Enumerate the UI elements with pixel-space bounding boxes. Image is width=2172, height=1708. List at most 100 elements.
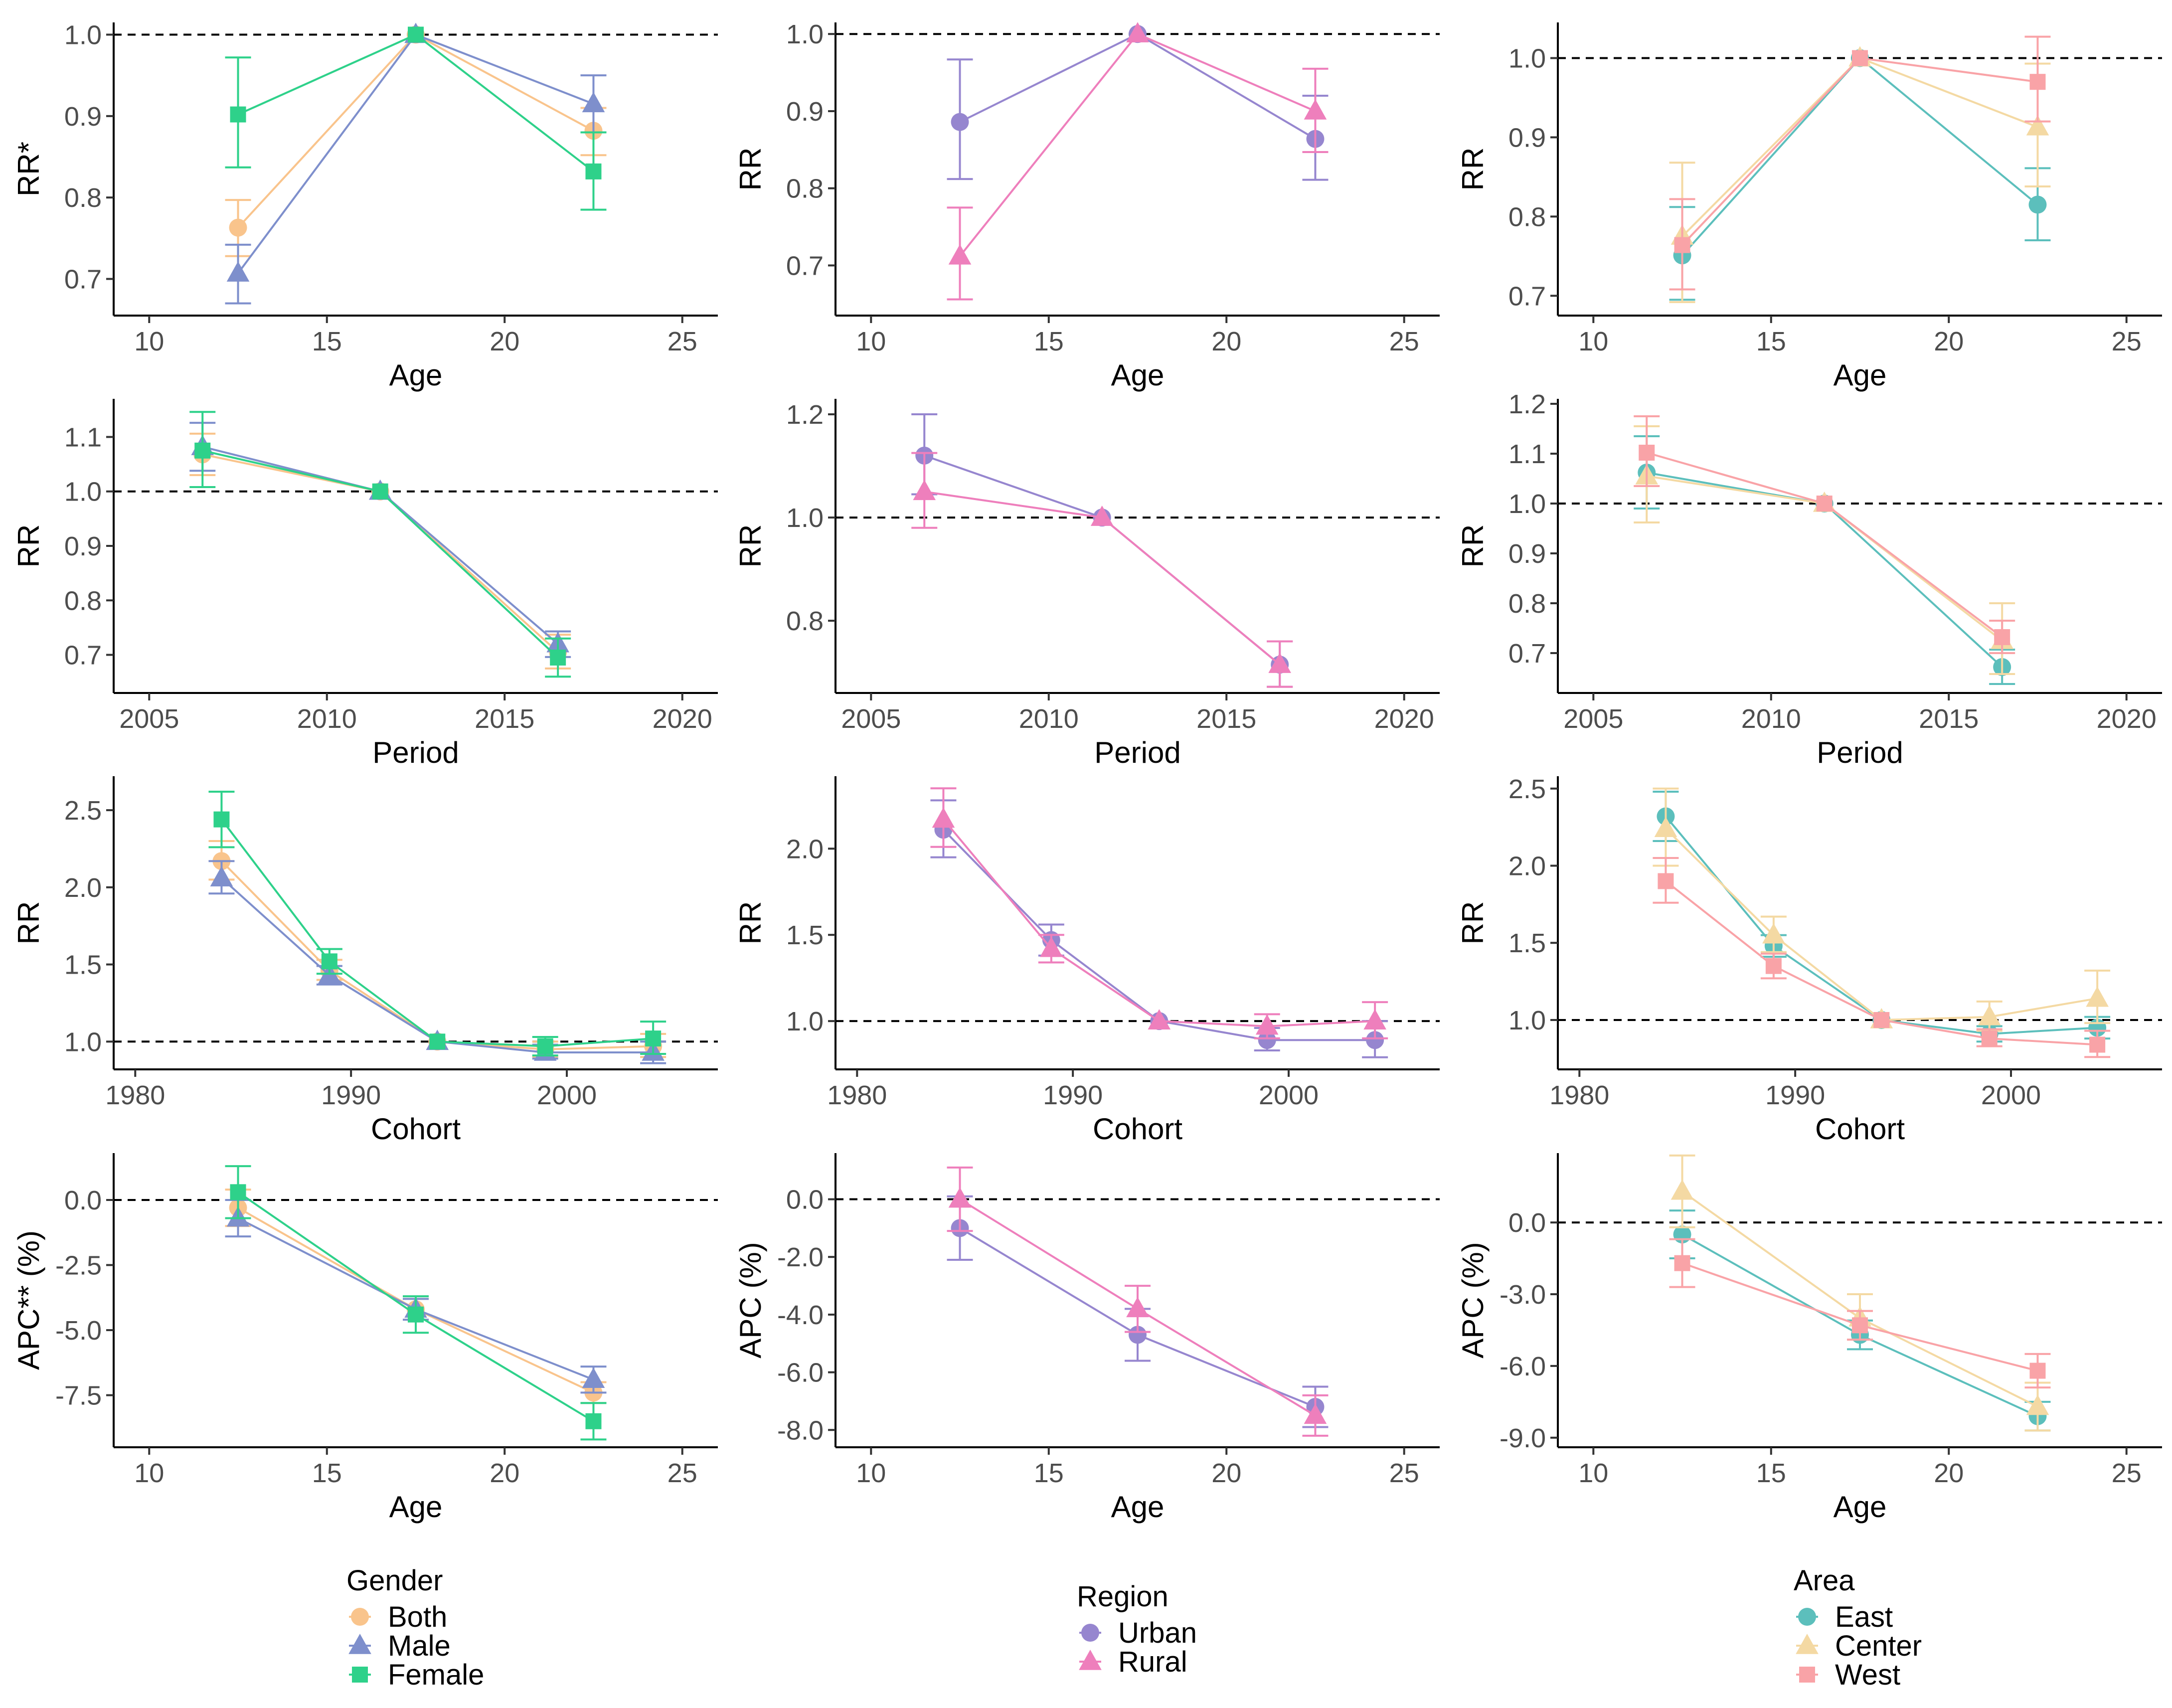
- panel-10-y-tick-label: -2.5: [55, 1251, 102, 1281]
- panel-9-center-point-1: [1654, 817, 1677, 838]
- panel-12-x-axis-label: Age: [1834, 1490, 1887, 1524]
- panel-9-x-tick-label: 1980: [1549, 1080, 1609, 1110]
- panel-6-y-tick-label: 1.0: [1508, 489, 1546, 519]
- panel-7-y-axis-label: RR: [12, 901, 45, 945]
- panel-4-male-line: [202, 446, 559, 645]
- panel-3-y-tick-label: 0.8: [1508, 202, 1546, 232]
- panel-7-female-point-3: [429, 1033, 446, 1050]
- panel-8-y-tick-label: 1.0: [786, 1007, 824, 1036]
- legend-key-female: [352, 1667, 368, 1683]
- legend-title: Region: [1077, 1580, 1169, 1613]
- panel-10-x-axis-label: Age: [389, 1490, 443, 1524]
- panel-10-x-tick-label: 15: [312, 1458, 342, 1488]
- panel-11-x-tick-label: 10: [856, 1458, 886, 1488]
- panel-9-west-point-2: [1765, 958, 1782, 974]
- panel-10-male-point-3: [582, 1367, 605, 1388]
- panel-4-x-tick-label: 2010: [297, 704, 357, 734]
- panel-3-x-tick-label: 20: [1934, 327, 1964, 356]
- panel-6-x-tick-label: 2005: [1563, 704, 1623, 734]
- panel-2-x-axis-label: Age: [1111, 358, 1165, 392]
- panel-12-west-point-3: [2029, 1363, 2046, 1379]
- panel-3-y-tick-label: 1.0: [1508, 44, 1546, 74]
- panel-11-rural-point-1: [948, 1187, 972, 1208]
- panel-3-center-line: [1681, 57, 2038, 237]
- panel-8-x-tick-label: 1980: [827, 1080, 887, 1110]
- panel-6: 2005 2010 2015 2020 0.7 0.8 0.9 1.0 1.1 1.2 Period…: [1456, 389, 2162, 769]
- legend-item-east: East: [1835, 1601, 1893, 1633]
- panel-1-male-point-1: [226, 261, 250, 282]
- panel-5-y-tick-label: 0.8: [786, 606, 824, 636]
- panel-4-y-tick-label: 0.9: [64, 531, 102, 561]
- panel-7-female-line: [220, 819, 654, 1047]
- legend-item-male: Male: [388, 1630, 451, 1662]
- panel-8: 1980 1990 2000 1.0 1.5 2.0 Cohort RR: [734, 776, 1440, 1146]
- panel-9-x-tick-label: 2000: [1981, 1080, 2041, 1110]
- panel-11-y-axis-label: APC (%): [734, 1242, 767, 1358]
- legend-key-center: [1796, 1634, 1819, 1654]
- panel-9-west-point-1: [1658, 873, 1674, 889]
- panel-7-y-tick-label: 2.0: [64, 873, 102, 903]
- panel-11-urban-point-2: [1129, 1326, 1147, 1344]
- panel-1-y-tick-label: 0.8: [64, 183, 102, 213]
- panel-4-female-point-1: [194, 442, 211, 459]
- panel-3-x-tick-label: 15: [1756, 327, 1786, 356]
- panel-7-female-point-1: [213, 811, 230, 828]
- panel-5-rural-point-1: [913, 480, 936, 501]
- panel-4-female-point-3: [550, 649, 566, 666]
- panel-8-urban-point-4: [1258, 1031, 1276, 1049]
- legend-item-rural: Rural: [1118, 1646, 1187, 1678]
- panel-6-y-tick-label: 0.9: [1508, 539, 1546, 569]
- panel-1-both-point-1: [229, 218, 247, 237]
- panel-8-urban-point-5: [1366, 1031, 1384, 1049]
- panel-11-x-axis-label: Age: [1111, 1490, 1165, 1524]
- panel-2-y-tick-label: 0.8: [786, 174, 824, 204]
- panel-1-female-point-2: [408, 26, 424, 43]
- legend-item-center: Center: [1835, 1630, 1922, 1662]
- panel-12-y-tick-label: -9.0: [1500, 1423, 1546, 1453]
- panel-6-y-tick-label: 1.2: [1508, 389, 1546, 419]
- panel-10-y-tick-label: -7.5: [55, 1381, 102, 1411]
- panel-8-rural-point-3: [1148, 1009, 1171, 1029]
- panel-6-west-point-3: [1994, 629, 2010, 645]
- legend-key-rural: [1079, 1650, 1102, 1670]
- panel-4: 2005 2010 2015 2020 0.7 0.8 0.9 1.0 1.1 Period RR: [12, 399, 718, 769]
- panel-12-y-tick-label: -6.0: [1500, 1352, 1546, 1381]
- panel-6-west-line: [1646, 452, 2003, 638]
- legend-title: Area: [1794, 1564, 1855, 1597]
- panel-12-y-axis-label: APC (%): [1456, 1242, 1490, 1358]
- panel-6-y-axis-label: RR: [1456, 524, 1490, 568]
- panel-7-male-point-1: [210, 866, 233, 887]
- panel-10-x-tick-label: 10: [134, 1458, 164, 1488]
- panel-10: 10 15 20 25 -7.5 -5.0 -2.5 0.0 Age APC** (%): [12, 1153, 718, 1524]
- panel-4-y-tick-label: 0.7: [64, 641, 102, 671]
- panel-1-x-tick-label: 20: [490, 327, 519, 356]
- panel-5-x-tick-label: 2005: [841, 704, 901, 734]
- panel-7-female-point-2: [321, 953, 337, 970]
- panel-3-y-axis-label: RR: [1456, 148, 1490, 191]
- panel-6-west-point-1: [1639, 445, 1655, 461]
- panel-5-x-tick-label: 2015: [1196, 704, 1256, 734]
- panel-7-x-tick-label: 2000: [537, 1080, 597, 1110]
- panel-7-x-axis-label: Cohort: [371, 1112, 461, 1146]
- panel-6-y-tick-label: 0.8: [1508, 589, 1546, 619]
- panel-9-center-point-5: [2086, 986, 2109, 1007]
- panel-3-x-axis-label: Age: [1834, 358, 1887, 392]
- panel-8-rural-point-1: [932, 807, 955, 828]
- panel-9-center-point-4: [1978, 1005, 2001, 1025]
- panel-12-west-point-1: [1674, 1255, 1690, 1271]
- panel-7-y-tick-label: 2.5: [64, 796, 102, 826]
- panel-9-center-line: [1665, 828, 2098, 1021]
- panel-11-x-tick-label: 15: [1034, 1458, 1064, 1488]
- panel-3-west-point-3: [2029, 74, 2046, 90]
- panel-2-urban-line: [959, 32, 1316, 140]
- panel-6-x-axis-label: Period: [1817, 736, 1903, 769]
- panel-5-x-axis-label: Period: [1094, 736, 1180, 769]
- panel-8-x-axis-label: Cohort: [1093, 1112, 1182, 1146]
- panel-9-y-tick-label: 1.0: [1508, 1006, 1546, 1035]
- legend-key-urban: [1081, 1624, 1099, 1642]
- panel-1-x-tick-label: 15: [312, 327, 342, 356]
- panel-11-y-tick-label: -6.0: [777, 1358, 824, 1388]
- panel-3-y-tick-label: 0.7: [1508, 281, 1546, 311]
